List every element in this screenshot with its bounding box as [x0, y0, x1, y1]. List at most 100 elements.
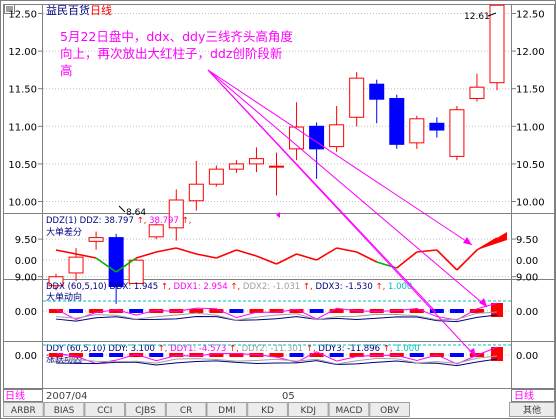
candle-body — [409, 118, 425, 144]
candle-body — [148, 224, 164, 238]
candle — [429, 117, 445, 138]
pane-name: DDX (60,5,10) — [46, 282, 109, 292]
candle-body — [369, 83, 385, 100]
ddy-curve — [55, 355, 498, 365]
ddz-axis-label-right: 0.00 — [516, 256, 538, 267]
ddx-series — [43, 300, 511, 323]
ddy-bar — [269, 353, 284, 357]
ddz-segment — [75, 253, 97, 259]
pane-value: ↑, — [230, 282, 243, 292]
menu-button[interactable] — [4, 4, 15, 14]
period-left-label[interactable]: 日线 — [5, 389, 25, 402]
period-right-label[interactable]: 日线 — [514, 389, 534, 402]
ddz-segment — [216, 249, 237, 259]
candle — [68, 248, 84, 282]
ddz-segment — [196, 253, 217, 259]
price-tick-label: 9.50 — [15, 235, 37, 246]
tab-cr[interactable]: CR — [165, 402, 207, 417]
tab-label: DMI — [218, 406, 235, 416]
ddx-bar — [329, 309, 344, 313]
ddy-bar — [109, 353, 124, 357]
tab-macd[interactable]: MACD — [328, 402, 370, 417]
pane-value: ↑, — [161, 282, 174, 292]
tab-label: OBV — [380, 406, 400, 416]
price-tick-label-right: 11.00 — [516, 122, 545, 133]
ddx-curve — [55, 314, 498, 323]
ddy-bar — [289, 353, 304, 357]
pane-value: DDX3: -1.530 — [315, 282, 375, 292]
ddx-bar — [69, 309, 84, 313]
ddy-curve — [55, 346, 498, 365]
candle — [48, 273, 64, 291]
ddx-bar — [491, 303, 503, 317]
ddx-pane-title: DDX (60,5,10) DDX: 1.945 ↑, DDX1: 2.954 … — [46, 282, 412, 292]
candle-body — [108, 237, 124, 287]
tab-background — [43, 402, 85, 417]
tab-background — [3, 402, 44, 417]
tab-background — [206, 402, 248, 417]
date-label-mid: 05 — [282, 391, 295, 402]
low-price-marker: 8.64 — [118, 205, 146, 218]
candle-body — [68, 256, 84, 274]
tab-label: KD — [261, 406, 274, 416]
pane-value: 1.000 — [395, 344, 419, 354]
candle — [389, 94, 405, 149]
period-label: 日线 — [90, 3, 112, 17]
stock-name: 益民百货 — [46, 3, 90, 17]
price-tick-label-right: 10.00 — [516, 198, 545, 209]
tab-kd[interactable]: KD — [247, 402, 288, 417]
candle-body — [289, 126, 305, 150]
tab-background — [125, 402, 166, 417]
ddy-bar — [229, 353, 244, 357]
ddy-bar — [349, 353, 364, 357]
price-tick-label: 12.00 — [8, 47, 37, 58]
tab-obv[interactable]: OBV — [369, 402, 410, 417]
pane-value: DDY3: -11.896 — [318, 344, 382, 354]
tab-label: MACD — [335, 406, 362, 416]
price-tick-label-right: 12.50 — [516, 10, 545, 21]
tab-background — [509, 402, 555, 417]
ddy-bar — [309, 353, 324, 357]
candle — [248, 147, 264, 173]
candle-body — [329, 124, 345, 148]
tab-background — [247, 402, 288, 417]
ddz-segment — [436, 249, 458, 271]
candle-body — [88, 237, 104, 242]
annotation-line-2: 向上，再次放出大红柱子，ddz创阶段新 — [60, 46, 282, 61]
tab-dmi[interactable]: DMI — [206, 402, 248, 417]
tab-bias[interactable]: BIAS — [43, 402, 85, 417]
indicator-axes: 0.00 0.00 0.00 0.00 0.00 0.00 — [15, 256, 539, 362]
ddy-pane-title: DDY (60,5,10) DDY: 3.100 ↑, DDY1: -4.573… — [46, 344, 420, 354]
ddz-segment — [336, 247, 357, 253]
tab-background — [165, 402, 207, 417]
ddy-bar — [89, 353, 104, 357]
ddx-axis-label: 0.00 — [15, 307, 37, 318]
ddz-subtitle: 大单差分 — [46, 226, 82, 238]
tab-arbr[interactable]: ARBR — [3, 402, 44, 417]
tab-cci[interactable]: CCI — [84, 402, 126, 417]
ddz-segment — [135, 251, 157, 259]
tab-more[interactable]: 其他 — [509, 402, 555, 417]
tab-background — [84, 402, 126, 417]
pane-separators — [3, 213, 555, 342]
candle — [269, 152, 284, 196]
pane-value: DDY1: -4.573 — [170, 344, 229, 354]
candlestick-series — [48, 4, 505, 304]
low-price-label: 8.64 — [126, 208, 146, 218]
ddx-bar — [429, 309, 444, 313]
tab-cjbs[interactable]: CJBS — [125, 402, 166, 417]
candle-body — [449, 109, 465, 157]
ddz-segment — [55, 249, 77, 255]
ddy-bar — [189, 353, 204, 357]
price-tick-label-right: 11.50 — [516, 85, 545, 96]
ddy-axis-label: 0.00 — [15, 351, 37, 362]
candle-body — [429, 122, 445, 131]
ddz-segment — [276, 253, 297, 265]
ddz-segment — [356, 251, 378, 263]
ddy-bar — [449, 353, 464, 357]
ddx-bar — [89, 309, 104, 313]
ddz-segment — [256, 255, 277, 265]
tab-kdj[interactable]: KDJ — [287, 402, 329, 417]
ddy-curve — [55, 358, 498, 367]
high-price-marker: 12.61 — [464, 12, 497, 22]
